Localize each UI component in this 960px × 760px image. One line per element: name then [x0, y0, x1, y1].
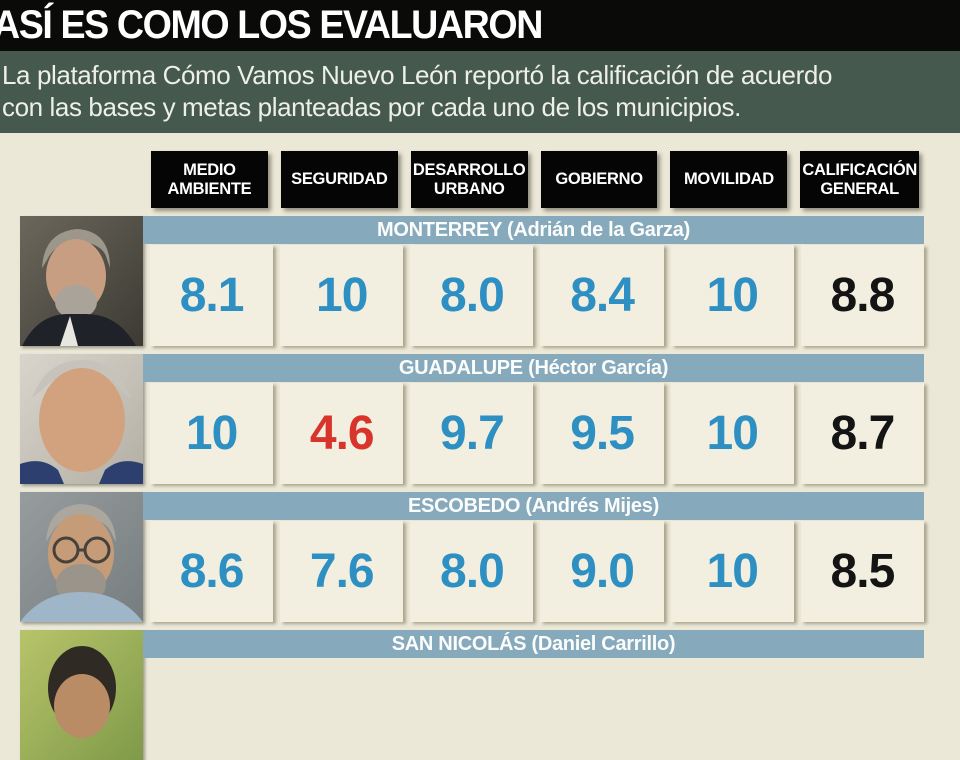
score-cell-movilidad: 10	[670, 383, 794, 484]
mayor-portrait-icon	[20, 354, 143, 484]
score-value: 8.5	[830, 545, 896, 598]
score-value: 10	[706, 407, 759, 460]
mayor-portrait-icon	[20, 216, 143, 346]
municipality-banner: GUADALUPE (Héctor García)	[143, 354, 924, 382]
mayor-photo-guadalupe	[20, 354, 143, 484]
score-cell-calificacion-general: 8.8	[800, 245, 924, 346]
score-value: 8.0	[440, 269, 505, 322]
score-value: 10	[185, 407, 238, 460]
column-header-calificacion-general: CALIFICACIÓN GENERAL	[800, 151, 919, 208]
mayor-portrait-icon	[20, 492, 143, 622]
photo-column-spacer	[20, 151, 143, 208]
score-cell-calificacion-general: 8.5	[800, 521, 924, 622]
score-value: 8.8	[830, 269, 896, 322]
score-value: 9.5	[570, 407, 635, 460]
table-row-guadalupe: GUADALUPE (Héctor García) 10 4.6 9.7 9.5…	[20, 354, 924, 484]
page-title: ASÍ ES COMO LOS EVALUARON	[0, 3, 543, 47]
score-cell-desarrollo-urbano: 8.0	[410, 521, 534, 622]
scores-table: MEDIO AMBIENTE SEGURIDAD DESARROLLO URBA…	[0, 133, 960, 760]
column-header-seguridad: SEGURIDAD	[280, 151, 398, 208]
column-headers-row: MEDIO AMBIENTE SEGURIDAD DESARROLLO URBA…	[20, 151, 924, 208]
column-header-movilidad: MOVILIDAD	[670, 151, 788, 208]
score-cell-medio-ambiente: 8.6	[150, 521, 274, 622]
column-header-medio-ambiente: MEDIO AMBIENTE	[151, 151, 268, 208]
score-value: 10	[706, 545, 759, 598]
column-header-desarrollo-urbano: DESARROLLO URBANO	[410, 151, 528, 208]
score-value: 8.4	[570, 269, 635, 322]
column-header-gobierno: GOBIERNO	[540, 151, 658, 208]
score-cell-seguridad: 7.6	[280, 521, 404, 622]
score-cell-gobierno: 9.5	[540, 383, 664, 484]
score-value: 10	[316, 269, 368, 322]
score-cell-medio-ambiente: 10	[150, 383, 274, 484]
municipality-banner: ESCOBEDO (Andrés Mijes)	[143, 492, 924, 520]
intro-band: La plataforma Cómo Vamos Nuevo León repo…	[0, 51, 960, 133]
score-cell-seguridad: 10	[280, 245, 404, 346]
intro-line-2: con las bases y metas planteadas por cad…	[2, 92, 741, 122]
score-cell-seguridad: 4.6	[280, 383, 404, 484]
score-cell-gobierno: 9.0	[540, 521, 664, 622]
score-value: 9.7	[440, 407, 505, 460]
mayor-photo-monterrey	[20, 216, 143, 346]
score-value: 10	[706, 269, 759, 322]
score-cell-medio-ambiente: 8.1	[150, 245, 274, 346]
headline-bar: ASÍ ES COMO LOS EVALUARON	[0, 0, 960, 51]
score-value: 8.7	[830, 407, 896, 460]
mayor-portrait-icon	[20, 630, 143, 760]
score-cell-desarrollo-urbano: 9.7	[410, 383, 534, 484]
score-cell-movilidad: 10	[670, 521, 794, 622]
intro-line-1: La plataforma Cómo Vamos Nuevo León repo…	[2, 60, 833, 90]
mayor-photo-escobedo	[20, 492, 143, 622]
score-cell-gobierno: 8.4	[540, 245, 664, 346]
score-value: 4.6	[309, 407, 375, 460]
table-row-san-nicolas: SAN NICOLÁS (Daniel Carrillo)	[20, 630, 924, 760]
mayor-photo-san-nicolas	[20, 630, 143, 760]
score-value: 8.0	[440, 545, 505, 598]
municipality-banner: MONTERREY (Adrián de la Garza)	[143, 216, 924, 244]
score-cell-movilidad: 10	[670, 245, 794, 346]
municipality-banner: SAN NICOLÁS (Daniel Carrillo)	[143, 630, 924, 658]
score-value: 7.6	[309, 545, 375, 598]
score-cell-calificacion-general: 8.7	[800, 383, 924, 484]
score-value: 8.1	[179, 269, 245, 322]
table-row-monterrey: MONTERREY (Adrián de la Garza) 8.1 10 8.…	[20, 216, 924, 346]
table-row-escobedo: ESCOBEDO (Andrés Mijes) 8.6 7.6 8.0 9.0 …	[20, 492, 924, 622]
score-value: 9.0	[570, 545, 635, 598]
score-cell-desarrollo-urbano: 8.0	[410, 245, 534, 346]
score-value: 8.6	[179, 545, 245, 598]
